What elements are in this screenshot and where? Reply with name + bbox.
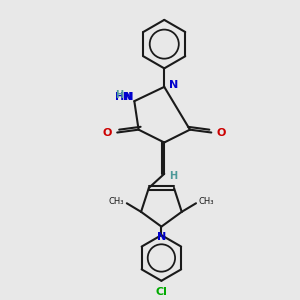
Text: N: N [123,92,132,102]
Text: H: H [116,90,124,100]
Text: CH₃: CH₃ [199,197,214,206]
Text: Cl: Cl [155,287,167,297]
Text: O: O [216,128,226,138]
Text: N: N [169,80,178,90]
Text: N: N [157,232,166,242]
Text: O: O [103,128,112,138]
Text: H: H [169,171,178,181]
Text: HN: HN [115,92,134,102]
Text: CH₃: CH₃ [109,197,124,206]
